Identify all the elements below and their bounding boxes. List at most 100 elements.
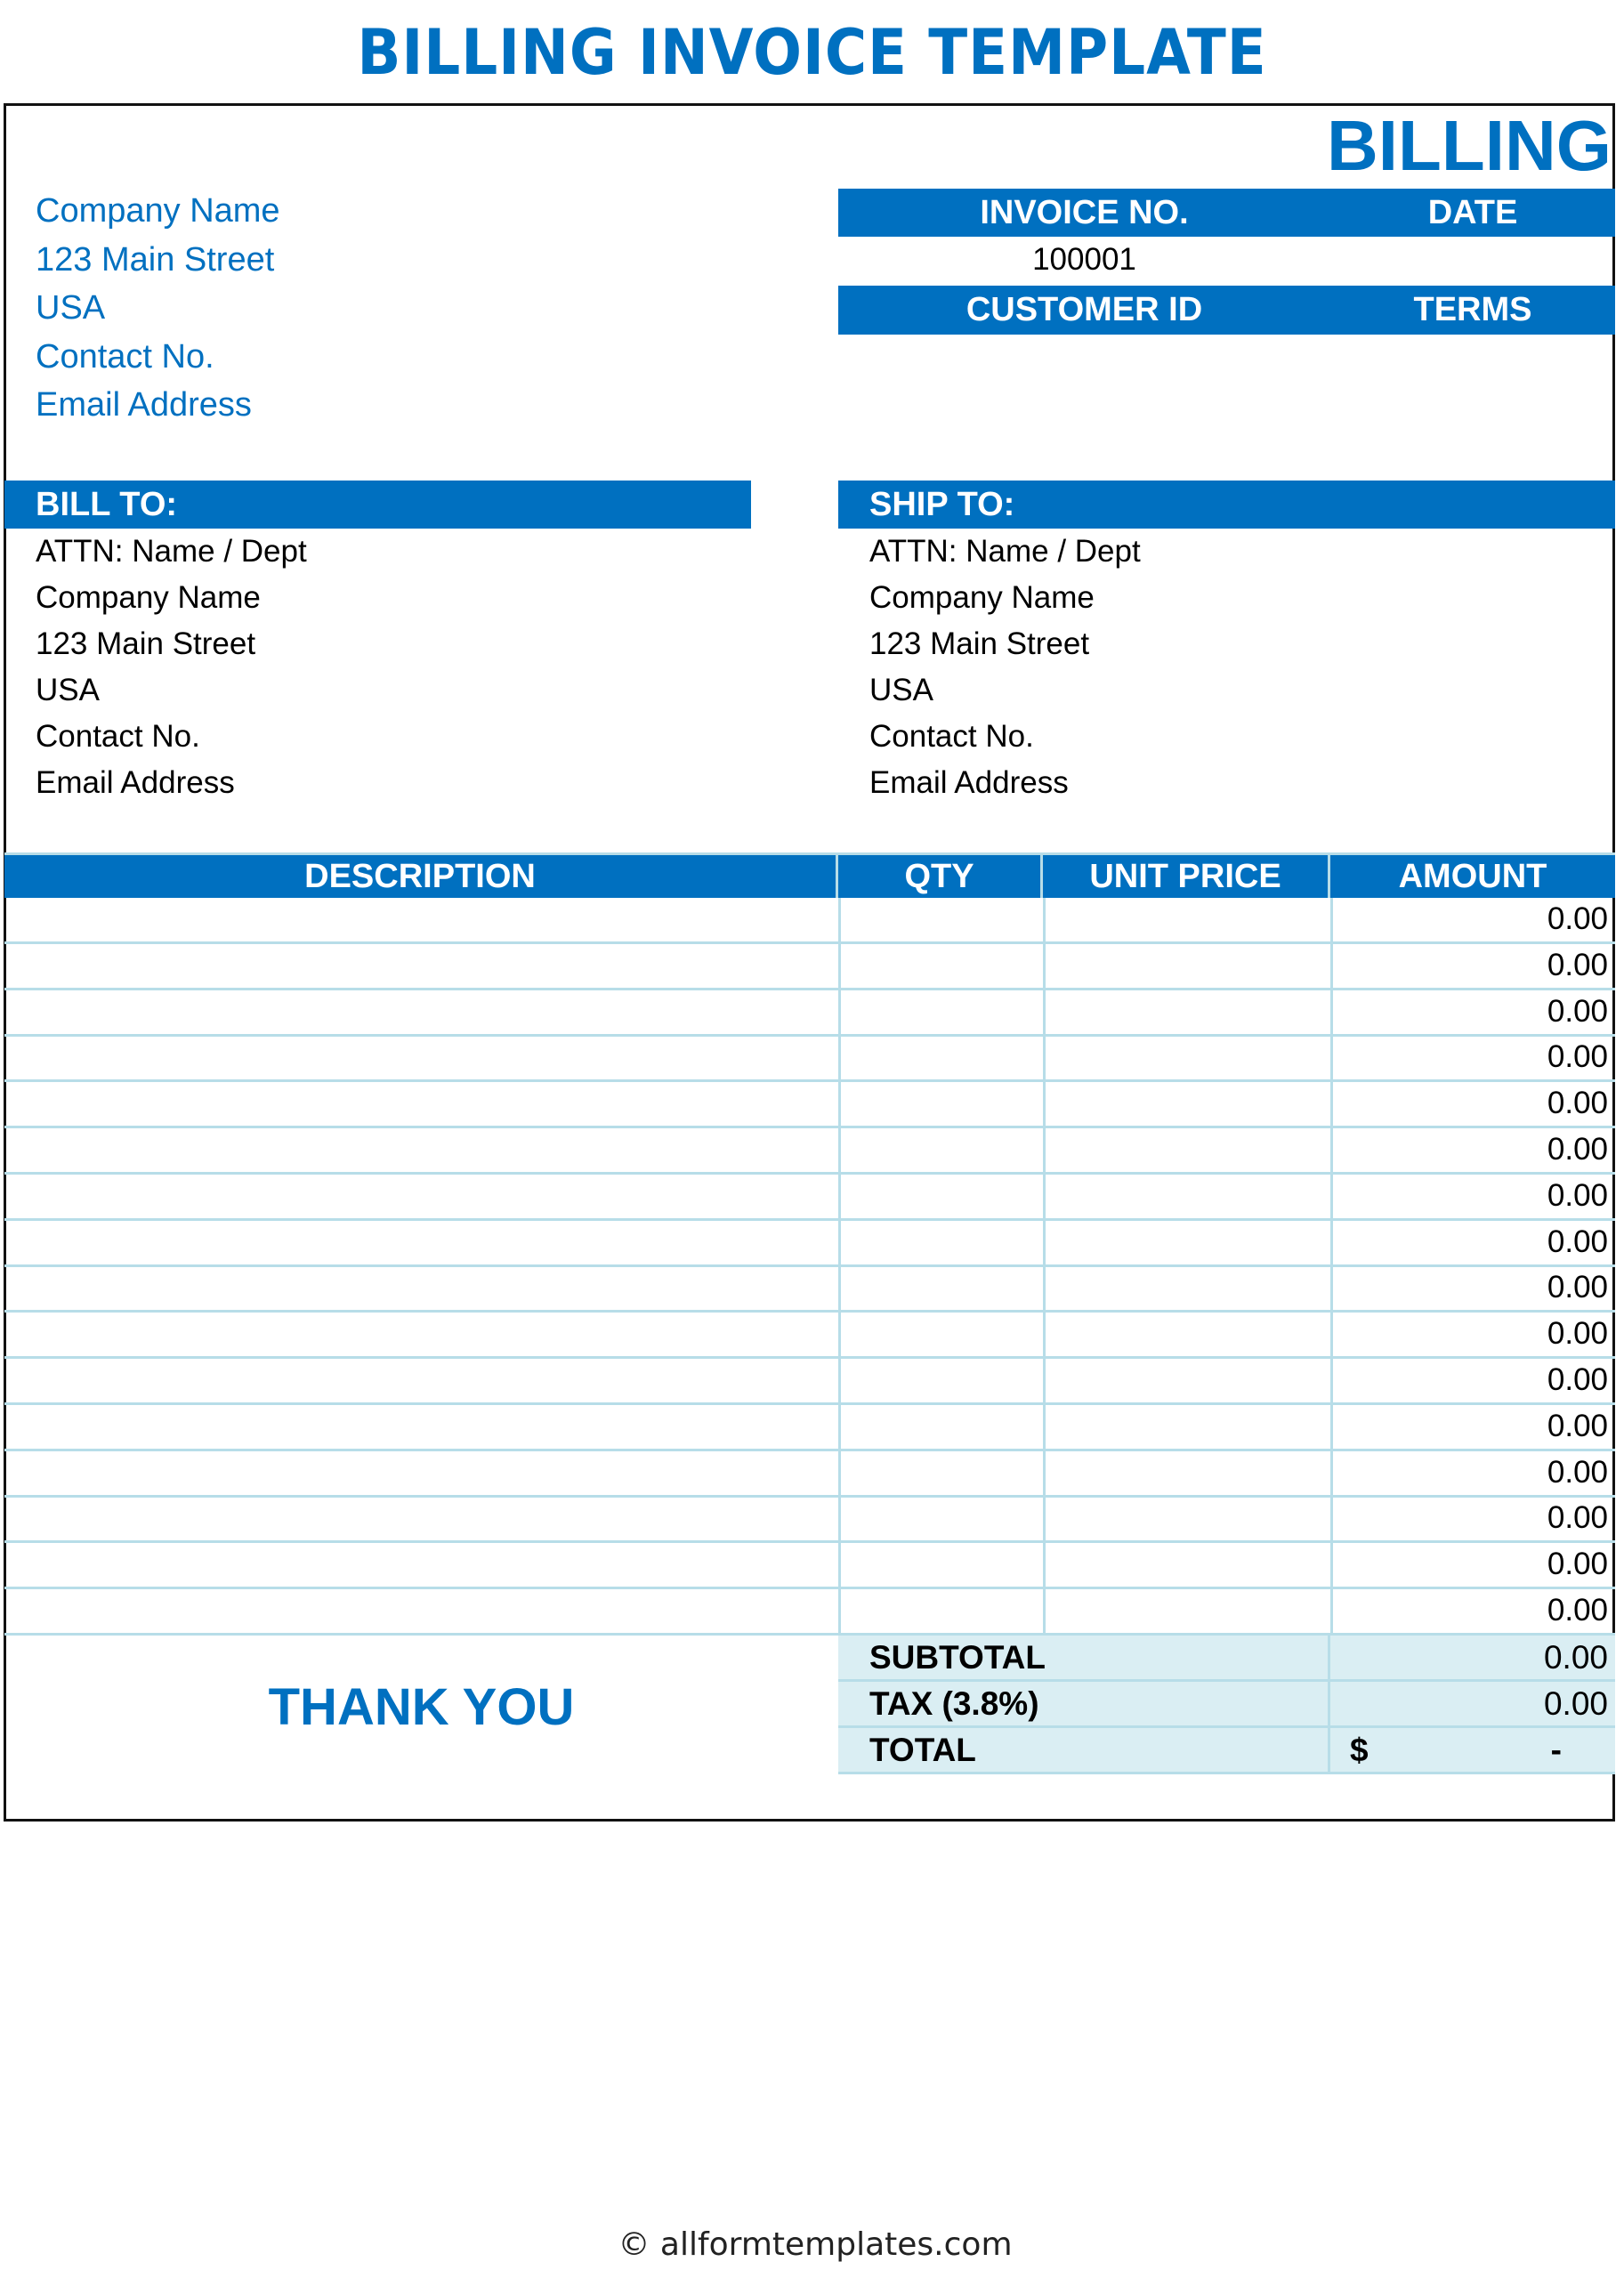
footer-credit: © allformtemplates.com	[618, 2226, 1013, 2263]
customer-header-band: CUSTOMER ID TERMS	[838, 286, 1615, 335]
divider	[838, 1082, 841, 1127]
amount-cell: 0.00	[1547, 1086, 1608, 1121]
divider	[1330, 1450, 1333, 1495]
divider	[838, 1589, 841, 1633]
divider	[1330, 1082, 1333, 1127]
table-row[interactable]: 0.00	[4, 1497, 1615, 1544]
divider	[838, 943, 841, 988]
address-line: 123 Main Street	[869, 626, 1090, 661]
table-row[interactable]: 0.00	[4, 1450, 1615, 1498]
divider	[1043, 1266, 1046, 1311]
divider	[838, 1266, 841, 1311]
divider	[1330, 1313, 1333, 1357]
amount-cell: 0.00	[1547, 1408, 1608, 1443]
invoice-no-value[interactable]: 100001	[1032, 242, 1136, 277]
divider	[838, 1450, 841, 1495]
table-row[interactable]: 0.00	[4, 1404, 1615, 1451]
subtotal-row: SUBTOTAL 0.00	[838, 1636, 1615, 1682]
divider	[1043, 1404, 1046, 1449]
tax-label: TAX (3.8%)	[869, 1685, 1039, 1722]
divider	[838, 898, 841, 941]
divider	[1330, 990, 1333, 1034]
total-value: -	[1550, 1732, 1562, 1768]
divider	[838, 1128, 841, 1172]
table-row[interactable]: 0.00	[4, 1589, 1615, 1636]
table-row[interactable]: 0.00	[4, 1036, 1615, 1083]
page-title: BILLING INVOICE TEMPLATE	[357, 16, 1267, 89]
divider	[838, 1220, 841, 1264]
divider	[838, 990, 841, 1034]
divider	[1330, 1266, 1333, 1311]
col-description: DESCRIPTION	[4, 855, 838, 898]
divider	[1043, 1313, 1046, 1357]
tax-value: 0.00	[1543, 1685, 1608, 1722]
amount-cell: 0.00	[1547, 901, 1608, 936]
amount-cell: 0.00	[1547, 1039, 1608, 1075]
divider	[838, 1497, 841, 1541]
table-row[interactable]: 0.00	[4, 943, 1615, 990]
date-label: DATE	[1427, 193, 1518, 231]
divider	[1043, 990, 1046, 1034]
divider	[1043, 1128, 1046, 1172]
table-row[interactable]: 0.00	[4, 990, 1615, 1037]
table-row[interactable]: 0.00	[4, 1128, 1615, 1175]
sender-line: USA	[36, 289, 106, 327]
amount-cell: 0.00	[1547, 1132, 1608, 1167]
divider	[1330, 1497, 1333, 1541]
table-header: DESCRIPTION QTY UNIT PRICE AMOUNT	[4, 852, 1615, 898]
table-row[interactable]: 0.00	[4, 1359, 1615, 1405]
document-label: BILLING	[1327, 106, 1612, 185]
amount-cell: 0.00	[1547, 1547, 1608, 1582]
tax-row: TAX (3.8%) 0.00	[838, 1682, 1615, 1728]
address-line: USA	[36, 673, 100, 707]
amount-cell: 0.00	[1547, 1454, 1608, 1490]
divider	[838, 1404, 841, 1449]
divider	[1330, 1128, 1333, 1172]
col-qty: QTY	[838, 855, 1043, 898]
table-row[interactable]: 0.00	[4, 1313, 1615, 1360]
sender-line: Email Address	[36, 386, 252, 424]
address-line: Email Address	[869, 765, 1069, 800]
divider	[1043, 1359, 1046, 1402]
address-line: ATTN: Name / Dept	[36, 534, 307, 569]
sender-line: Contact No.	[36, 337, 214, 376]
amount-cell: 0.00	[1547, 947, 1608, 982]
invoice-header-band: INVOICE NO. DATE	[838, 189, 1615, 237]
divider	[1043, 1220, 1046, 1264]
divider	[1330, 943, 1333, 988]
amount-cell: 0.00	[1547, 1177, 1608, 1213]
subtotal-label: SUBTOTAL	[869, 1639, 1046, 1676]
divider	[838, 1036, 841, 1080]
invoice-no-label: INVOICE NO.	[980, 193, 1189, 231]
amount-cell: 0.00	[1547, 1316, 1608, 1352]
table-row[interactable]: 0.00	[4, 1082, 1615, 1129]
divider	[1043, 1543, 1046, 1587]
amount-cell: 0.00	[1547, 993, 1608, 1029]
table-row[interactable]: 0.00	[4, 1266, 1615, 1313]
address-line: 123 Main Street	[36, 626, 256, 661]
table-row[interactable]: 0.00	[4, 1220, 1615, 1267]
sender-line: 123 Main Street	[36, 240, 275, 279]
divider	[1330, 898, 1333, 941]
divider	[1330, 1543, 1333, 1587]
address-line: Company Name	[36, 580, 261, 615]
table-row[interactable]: 0.00	[4, 1543, 1615, 1590]
address-line: Email Address	[36, 765, 235, 800]
divider	[1330, 1404, 1333, 1449]
address-line: USA	[869, 673, 933, 707]
divider	[1043, 1036, 1046, 1080]
address-line: Company Name	[869, 580, 1095, 615]
ship-to-header: SHIP TO:	[838, 481, 1615, 529]
table-row[interactable]: 0.00	[4, 1174, 1615, 1221]
invoice-frame	[4, 103, 1615, 1822]
divider	[1043, 1174, 1046, 1218]
divider	[1043, 898, 1046, 941]
divider	[1043, 1450, 1046, 1495]
col-amount: AMOUNT	[1330, 855, 1615, 898]
divider	[1043, 1082, 1046, 1127]
sender-line: Company Name	[36, 192, 280, 230]
address-line: Contact No.	[869, 719, 1034, 754]
table-row[interactable]: 0.00	[4, 898, 1615, 944]
bill-to-header: BILL TO:	[4, 481, 751, 529]
total-label: TOTAL	[869, 1732, 976, 1768]
